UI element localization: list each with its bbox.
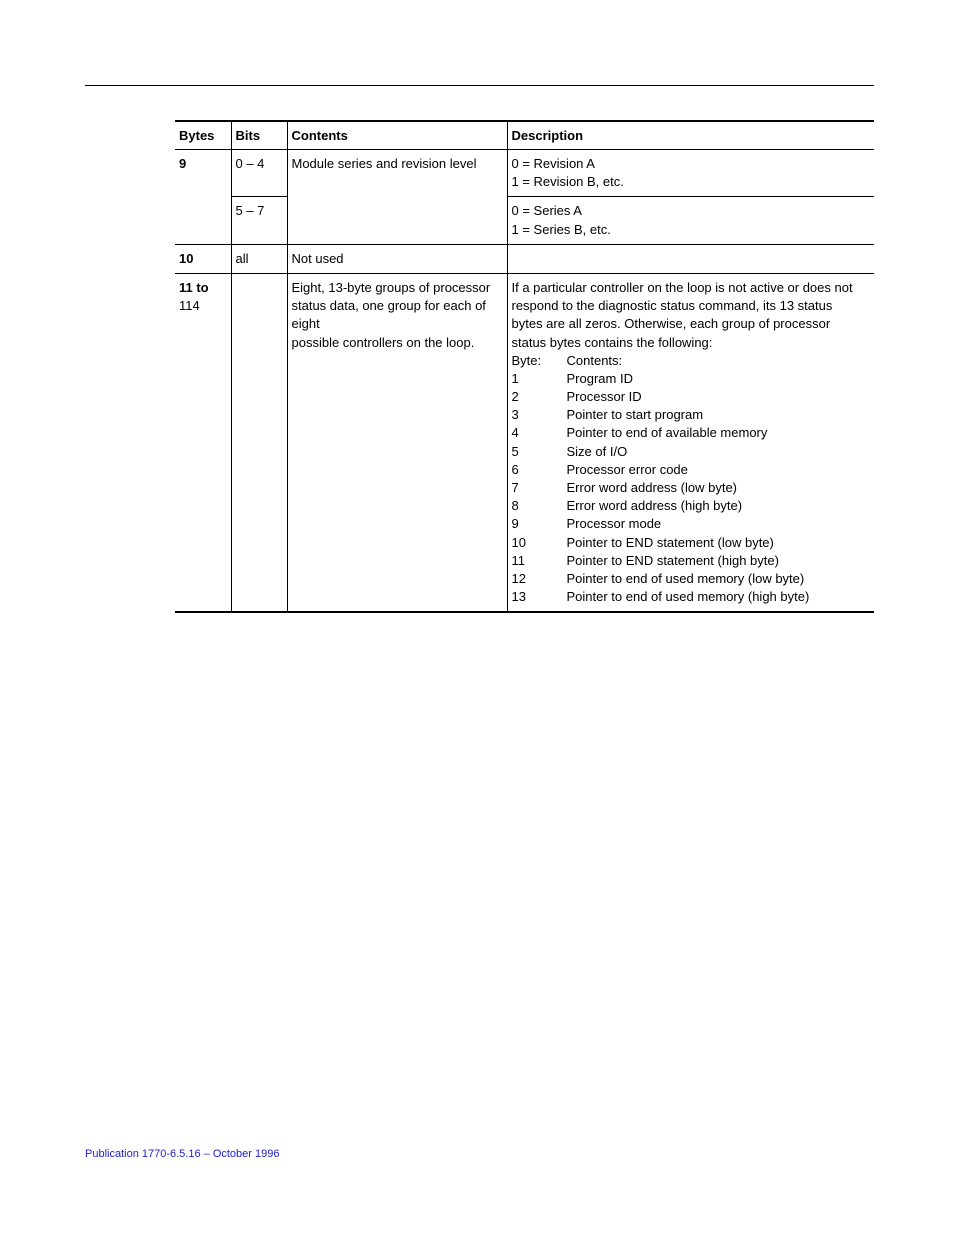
cell-description: 0 = Series A 1 = Series B, etc.: [507, 197, 874, 244]
cell-bytes: 10: [175, 244, 231, 273]
byte-num: 7: [512, 479, 567, 497]
table-row: 9 0 – 4 Module series and revision level…: [175, 150, 874, 197]
th-contents: Contents: [287, 121, 507, 150]
cell-bits: 5 – 7: [231, 197, 287, 244]
cell-bits: [231, 273, 287, 612]
cell-bits: 0 – 4: [231, 150, 287, 197]
byte-content: Size of I/O: [567, 443, 869, 461]
byte-content: Pointer to end of used memory (high byte…: [567, 588, 869, 606]
desc-line: status bytes contains the following:: [512, 334, 869, 352]
top-rule: [85, 85, 874, 86]
desc-line: respond to the diagnostic status command…: [512, 297, 869, 315]
contents-line: status data, one group for each of eight: [292, 297, 501, 333]
byte-row: 12Pointer to end of used memory (low byt…: [512, 570, 869, 588]
cell-bits: all: [231, 244, 287, 273]
byte-header-content: Contents:: [567, 352, 869, 370]
byte-row: 3Pointer to start program: [512, 406, 869, 424]
th-bits: Bits: [231, 121, 287, 150]
th-bytes: Bytes: [175, 121, 231, 150]
desc-line: 0 = Series A: [512, 202, 869, 220]
byte-num: 2: [512, 388, 567, 406]
byte-content: Pointer to end of used memory (low byte): [567, 570, 869, 588]
byte-row: 2Processor ID: [512, 388, 869, 406]
byte-num: 8: [512, 497, 567, 515]
cell-contents: Eight, 13-byte groups of processor statu…: [287, 273, 507, 612]
byte-num: 11: [512, 552, 567, 570]
cell-description: 0 = Revision A 1 = Revision B, etc.: [507, 150, 874, 197]
byte-content: Error word address (low byte): [567, 479, 869, 497]
byte-content: Error word address (high byte): [567, 497, 869, 515]
byte-content: Program ID: [567, 370, 869, 388]
cell-description: [507, 244, 874, 273]
byte-num: 3: [512, 406, 567, 424]
byte-num: 12: [512, 570, 567, 588]
publication-footer: Publication 1770-6.5.16 – October 1996: [85, 1148, 279, 1160]
th-description: Description: [507, 121, 874, 150]
desc-line: 1 = Series B, etc.: [512, 221, 869, 239]
table-row: 5 – 7 0 = Series A 1 = Series B, etc.: [175, 197, 874, 244]
byte-content: Pointer to start program: [567, 406, 869, 424]
data-table: Bytes Bits Contents Description 9 0 – 4 …: [175, 120, 874, 613]
cell-bytes: 11 to 114: [175, 273, 231, 612]
bytes-line: 11 to: [179, 279, 225, 297]
table-row: 10 all Not used: [175, 244, 874, 273]
byte-row: 10Pointer to END statement (low byte): [512, 534, 869, 552]
contents-line: Eight, 13-byte groups of processor: [292, 279, 501, 297]
bytes-line: 114: [179, 297, 225, 315]
byte-row: 9Processor mode: [512, 515, 869, 533]
desc-line: bytes are all zeros. Otherwise, each gro…: [512, 315, 869, 333]
byte-num: 13: [512, 588, 567, 606]
byte-content: Processor ID: [567, 388, 869, 406]
byte-content: Pointer to end of available memory: [567, 424, 869, 442]
cell-description: If a particular controller on the loop i…: [507, 273, 874, 612]
byte-num: 6: [512, 461, 567, 479]
desc-line: 1 = Revision B, etc.: [512, 173, 869, 191]
byte-num: 10: [512, 534, 567, 552]
byte-row: 7Error word address (low byte): [512, 479, 869, 497]
byte-content: Processor mode: [567, 515, 869, 533]
byte-header-num: Byte:: [512, 352, 567, 370]
cell-bytes: 9: [175, 150, 231, 245]
desc-line: 0 = Revision A: [512, 155, 869, 173]
cell-contents: Module series and revision level: [287, 150, 507, 245]
byte-content: Pointer to END statement (high byte): [567, 552, 869, 570]
content-area: Bytes Bits Contents Description 9 0 – 4 …: [175, 120, 874, 613]
byte-content: Processor error code: [567, 461, 869, 479]
byte-row: 5Size of I/O: [512, 443, 869, 461]
byte-row: 6Processor error code: [512, 461, 869, 479]
byte-row: 1Program ID: [512, 370, 869, 388]
byte-num: 9: [512, 515, 567, 533]
contents-line: possible controllers on the loop.: [292, 334, 501, 352]
byte-row: 4Pointer to end of available memory: [512, 424, 869, 442]
cell-contents: Not used: [287, 244, 507, 273]
byte-num: 1: [512, 370, 567, 388]
table-row: 11 to 114 Eight, 13-byte groups of proce…: [175, 273, 874, 612]
byte-row: 11Pointer to END statement (high byte): [512, 552, 869, 570]
byte-num: 4: [512, 424, 567, 442]
byte-row: 8Error word address (high byte): [512, 497, 869, 515]
byte-num: 5: [512, 443, 567, 461]
byte-header-row: Byte: Contents:: [512, 352, 869, 370]
table-header-row: Bytes Bits Contents Description: [175, 121, 874, 150]
byte-row: 13Pointer to end of used memory (high by…: [512, 588, 869, 606]
byte-content: Pointer to END statement (low byte): [567, 534, 869, 552]
desc-line: If a particular controller on the loop i…: [512, 279, 869, 297]
